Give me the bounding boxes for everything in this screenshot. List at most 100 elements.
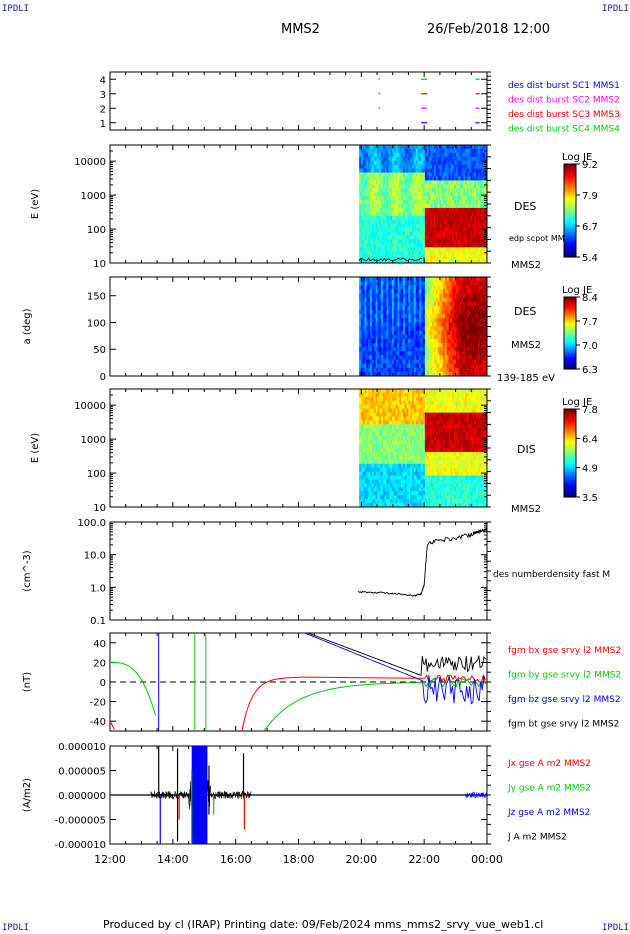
des-pitch-cell [375,322,378,327]
des-energy-cell [441,176,444,181]
des-pitch-cell [421,297,424,303]
des-energy-cell [426,243,430,248]
des-energy-cell [468,172,472,177]
dis-energy-cell [366,483,369,488]
des-energy-cell [375,180,378,185]
dis-energy-cell [379,503,382,508]
des-energy-cell [381,227,384,233]
des-energy-cell [472,196,475,201]
des-energy-cell [470,180,473,185]
des-pitch-cell [461,285,464,290]
des-pitch-cell [455,351,459,356]
des-energy-cell [428,239,431,244]
des-pitch-cell [461,318,464,323]
des-pitch-cell [466,363,470,369]
des-pitch-cell [360,371,364,377]
des-energy-cell [477,259,481,264]
des-energy-cell [426,188,430,193]
des-energy-cell [443,172,446,177]
des-energy-cell [395,160,398,166]
des-pitch-cell [410,355,413,360]
des-pitch-cell [430,326,433,332]
des-pitch-cell [483,334,486,340]
des-energy-cell [439,204,442,209]
des-pitch-cell [463,305,466,311]
des-pitch-cell [468,301,472,307]
des-pitch-cell [371,289,375,294]
des-pitch-cell [421,314,424,319]
dis-energy-cell [404,432,408,437]
des-pitch-cell [441,359,444,365]
des-energy-cell [446,235,450,240]
dis-energy-cell [388,400,391,406]
des-pitch-cell [388,293,391,299]
dis-energy-cell [366,428,369,433]
des-energy-cell [397,196,400,201]
des-pitch-cell [373,351,377,356]
des-pitch-cell [419,305,422,311]
des-pitch-cell [393,359,397,365]
des-energy-cell [393,180,397,185]
des-energy-cell [441,148,444,154]
des-pitch-cell [448,330,451,336]
des-energy-cell [370,227,373,233]
des-energy-cell [393,231,397,236]
des-energy-cell [370,172,373,177]
des-energy-cell [463,184,466,189]
des-energy-cell [430,180,433,185]
des-pitch-cell [466,318,470,323]
des-energy-cell [386,172,389,177]
des-pitch-cell [481,351,484,356]
dis-energy-cell [406,440,409,445]
des-energy-cell [466,156,470,162]
des-energy-cell [393,160,397,166]
des-energy-cell [459,176,462,181]
des-energy-cell [366,243,369,248]
des-pitch-cell [381,363,384,369]
des-energy-cell [410,172,413,177]
des-energy-cell [390,156,393,162]
des-pitch-cell [472,347,475,352]
dis-energy-cell [381,499,384,504]
dis-energy-cell [393,432,397,437]
des-pitch-cell [392,305,395,311]
des-pitch-cell [412,367,415,373]
des-energy-cell [397,247,400,252]
des-pitch-cell [481,343,484,348]
des-energy-cell [443,259,446,264]
des-pitch-cell [428,326,431,332]
des-pitch-cell [423,297,426,303]
des-energy-cell [395,200,398,205]
des-energy-cell [359,243,362,248]
des-pitch-cell [426,281,430,286]
des-energy-cell [423,148,426,154]
des-energy-cell [474,180,477,185]
des-energy-cell [359,156,362,162]
des-pitch-cell [468,277,472,282]
des-energy-cell [461,251,464,256]
des-energy-cell [443,223,446,229]
des-energy-cell [410,188,413,193]
des-pitch-cell [399,363,402,369]
dis-energy-cell [393,459,397,465]
des-pitch-cell [360,367,364,373]
des-pitch-cell [485,367,488,373]
des-pitch-cell [432,293,435,299]
des-energy-cell [390,180,393,185]
des-energy-cell [386,148,389,154]
des-energy-cell [421,164,424,170]
des-energy-cell [452,192,455,197]
des-pitch-cell [412,277,415,282]
des-energy-cell [443,204,446,209]
dis-energy-cell [368,475,371,480]
des-pitch-cell [477,289,481,294]
des-energy-cell [437,180,441,185]
des-pitch-cell [399,305,402,311]
dis-energy-cell [364,487,367,492]
des-energy-cell [466,204,470,209]
dis-energy-cell [397,475,400,480]
des-energy-cell [401,239,404,244]
des-pitch-cell [443,351,446,356]
des-energy-cell [443,243,446,248]
des-pitch-cell [432,277,435,282]
